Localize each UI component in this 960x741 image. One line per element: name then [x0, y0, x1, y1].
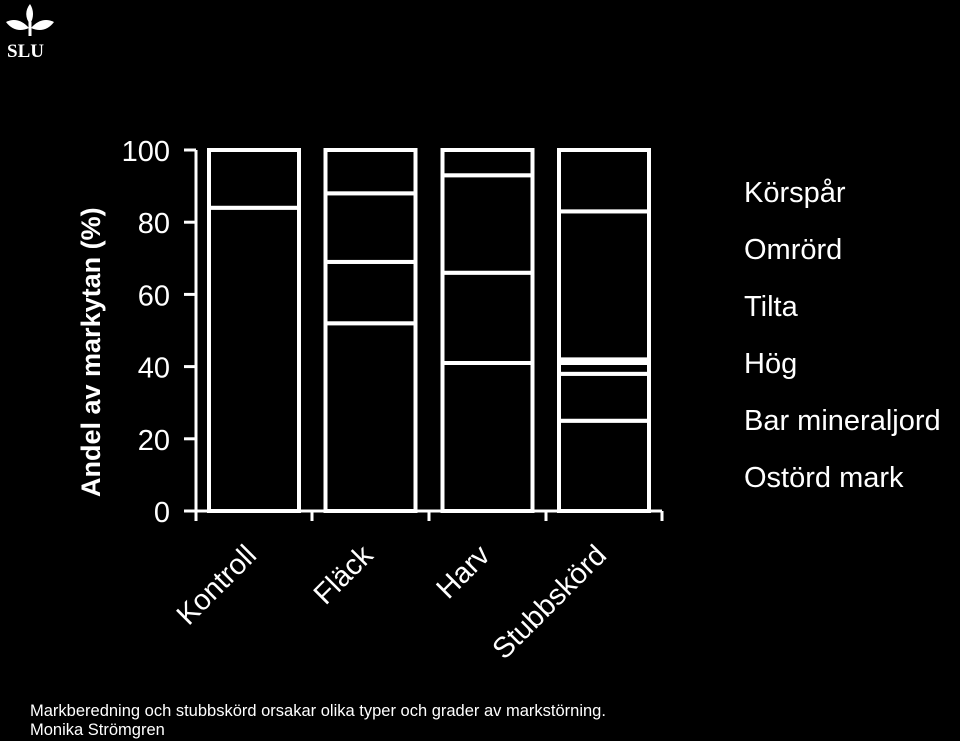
legend-item-hog: Hög [744, 348, 798, 380]
segment-ostord-mark [440, 360, 535, 513]
legend-item-tilta: Tilta [744, 291, 798, 323]
legend-item-ostord-mark: Ostörd mark [744, 462, 904, 494]
segment-korspar [207, 148, 301, 210]
segment-bar-mineraljord [557, 371, 651, 423]
bar-kontroll [207, 148, 301, 513]
segment-omrord [440, 173, 535, 275]
segment-korspar [557, 148, 651, 214]
x-tick-label: Fläck [308, 539, 380, 611]
caption-line-2: Monika Strömgren [30, 721, 165, 739]
segment-ostord-mark [323, 321, 418, 513]
y-tick-label: 40 [138, 353, 170, 385]
segment-korspar [323, 148, 418, 196]
segment-bar-mineraljord [323, 259, 418, 326]
caption-line-1: Markberedning och stubbskörd orsakar oli… [30, 702, 606, 720]
svg-text:SLU: SLU [7, 41, 44, 62]
segment-omrord [557, 209, 651, 362]
y-tick-label: 20 [138, 425, 170, 457]
slu-logo: SLU [0, 0, 64, 64]
legend-item-omrord: Omrörd [744, 234, 843, 266]
legend: Körspår Omrörd Tilta Hög Bar mineraljord Ostö… [744, 175, 941, 517]
segment-tilta [440, 270, 535, 365]
legend-item-korspar: Körspår [744, 177, 846, 209]
segment-korspar [440, 148, 535, 178]
segment-ostord-mark [557, 418, 651, 513]
segment-ostord-mark [207, 205, 301, 513]
y-tick-label: 100 [122, 136, 170, 168]
bar-stubbskord [557, 148, 651, 513]
x-tick-label: Harv [431, 539, 497, 605]
y-axis-label: Andel av markytan (%) [76, 207, 106, 497]
y-tick-label: 0 [154, 497, 170, 529]
bar-flack [323, 148, 418, 513]
y-tick-label: 80 [138, 208, 170, 240]
bar-harv [440, 148, 535, 513]
segment-omrord [323, 191, 418, 264]
caption: Markberedning och stubbskörd orsakar oli… [30, 702, 606, 740]
x-tick-label: Kontroll [171, 539, 263, 631]
x-tick-label: Stubbskörd [487, 539, 613, 665]
legend-item-bar-mineraljord: Bar mineraljord [744, 405, 941, 437]
y-tick-label: 60 [138, 280, 170, 312]
